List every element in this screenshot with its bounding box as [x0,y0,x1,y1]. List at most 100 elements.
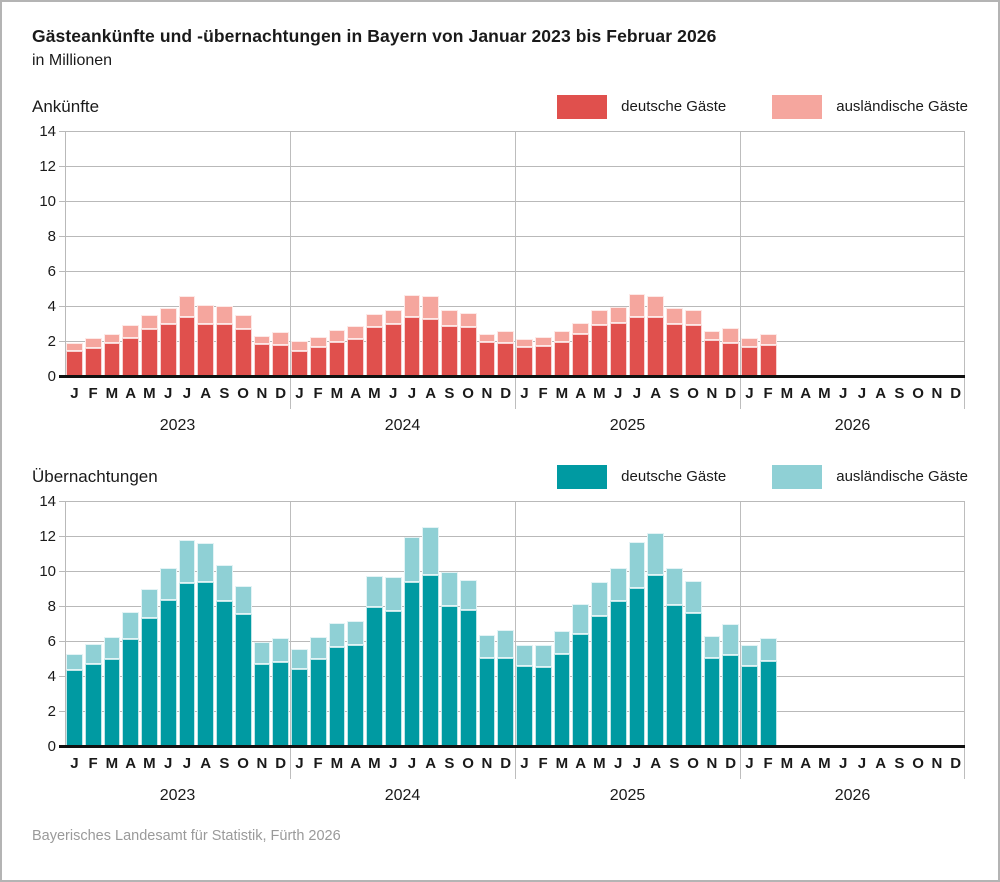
bar-segment-foreign [516,339,533,348]
month-label: O [912,754,924,772]
month-label: A [200,384,212,402]
month-label: J [632,754,642,772]
month-label: A [575,384,587,402]
y-tick-label: 4 [47,667,56,685]
y-axis-line [65,131,66,377]
bar-segment-foreign [309,336,327,348]
month-label: J [182,384,192,402]
month-label: A [350,754,362,772]
bar-month [591,309,608,377]
y-tick-label: 14 [39,122,56,140]
bar-month [684,310,702,377]
bar-month [403,294,421,377]
axis-tick [59,201,65,203]
bar-month [647,533,664,747]
bar-segment-foreign [741,338,758,348]
y-tick-label: 8 [47,597,56,615]
bar-month [84,338,102,377]
bar-month [459,579,477,747]
bar-segment-foreign [66,654,83,670]
bar-month [516,645,533,747]
bar-segment-domestic [703,657,721,747]
bar-segment-domestic [628,316,646,377]
year-label: 2025 [609,416,646,434]
bar-segment-domestic [516,347,533,377]
month-label: M [105,384,119,402]
bar-segment-domestic [572,634,589,747]
year-separator [515,501,516,779]
y-tick-label: 14 [39,492,56,510]
bar-segment-domestic [253,343,271,377]
month-label: D [275,754,287,772]
bar-segment-domestic [291,669,308,747]
bar-month [666,567,683,747]
month-label: J [745,384,754,402]
chart-subtitle: in Millionen [32,51,113,69]
bar-segment-foreign [366,576,383,607]
month-label: M [368,384,381,402]
bar-month [384,310,402,377]
bar-month [122,325,139,377]
bar-segment-foreign [422,296,439,320]
bar-segment-foreign [347,620,364,646]
legend-swatch-foreign-arrivals [772,94,823,119]
bar-month [216,306,233,377]
month-label: M [555,384,569,402]
bar-segment-domestic [478,657,496,747]
month-label: M [143,754,156,772]
bar-segment-domestic [478,341,496,377]
chart-title: Gästeankünfte und -übernachtungen in Bay… [32,26,717,46]
bar-segment-foreign [253,335,271,344]
bar-segment-foreign [722,624,739,655]
month-label: J [407,384,417,402]
year-separator [740,131,741,409]
y-tick-label: 12 [39,157,56,175]
month-label: D [950,754,962,772]
bar-segment-domestic [741,666,758,747]
bar-segment-foreign [628,293,646,317]
month-label: J [857,384,867,402]
month-label: A [800,384,812,402]
bar-month [609,567,627,747]
bar-segment-domestic [216,323,233,377]
month-label: A [200,754,212,772]
year-axis: 2023 2024 2025 2026 [65,417,965,435]
year-separator [515,131,516,409]
axis-tick [59,306,65,308]
month-label: M [593,754,606,772]
bar-segment-foreign [441,310,458,327]
y-tick-label: 2 [47,702,56,720]
month-label: M [818,384,831,402]
bar-month [328,329,346,377]
y-tick-label: 10 [39,562,56,580]
bar-segment-foreign [534,645,552,668]
bar-month [422,527,439,747]
bar-month [647,296,664,377]
month-label: A [875,384,887,402]
bar-month [253,335,271,377]
month-label: A [875,754,887,772]
axis-tick [59,606,65,608]
bar-segment-domestic [178,316,196,377]
month-label: N [481,754,493,772]
bar-segment-foreign [384,577,402,612]
bar-segment-domestic [103,658,121,747]
bar-segment-foreign [122,612,139,640]
legend-swatch-foreign-nights [772,464,823,489]
bar-segment-domestic [84,663,102,747]
nights-chart: Übernachtungen deutsche Gäste ausländisc… [32,464,968,808]
month-label: J [857,754,867,772]
bar-segment-domestic [309,658,327,747]
month-label: S [444,754,455,772]
month-label: O [462,754,474,772]
legend-label-foreign-nights: ausländische Gäste [836,468,968,486]
bar-month [609,306,627,377]
month-label: M [818,754,831,772]
month-label: M [368,754,381,772]
bar-segment-domestic [347,339,364,377]
legend-swatch-domestic-nights [557,464,608,489]
bar-segment-foreign [516,645,533,667]
bar-segment-domestic [759,345,777,377]
bar-segment-foreign [122,325,139,338]
bar-segment-foreign [234,314,252,329]
